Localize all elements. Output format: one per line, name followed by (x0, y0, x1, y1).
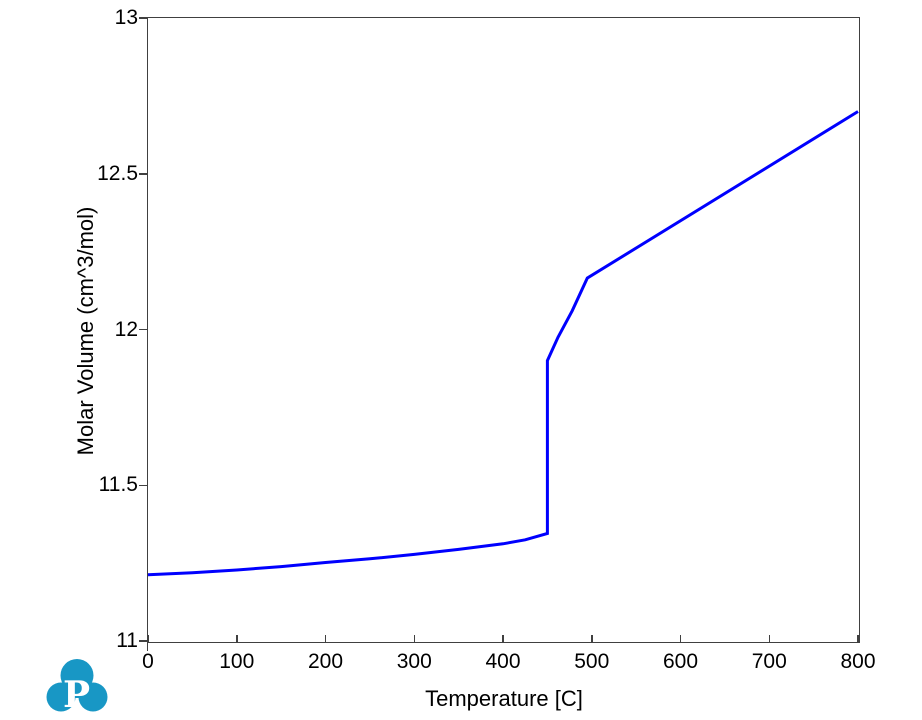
y-axis-tick (139, 640, 148, 642)
x-tick-label: 600 (662, 650, 699, 673)
molar-volume-line (147, 110, 859, 577)
logo-trefoil-icon: P (46, 659, 108, 716)
y-tick-label: 11 (116, 629, 138, 652)
x-axis-tick (679, 635, 682, 642)
y-axis-tick (139, 484, 148, 486)
x-axis-tick (502, 635, 504, 642)
y-axis-title: Molar Volume (cm^3/mol) (73, 206, 98, 456)
plot-area: 0 100 200 300 400 500 600 700 800 13 12.5 12 11.5 11 … (73, 6, 876, 711)
logo-letter: P (63, 674, 90, 715)
logo: P (46, 658, 108, 716)
x-axis-origin-tick (146, 642, 148, 651)
x-axis-tick (591, 635, 593, 642)
x-tick-label: 500 (574, 650, 610, 673)
y-tick-label: 12.5 (97, 161, 138, 185)
x-tick-label: 300 (396, 650, 432, 673)
x-axis-tick (147, 635, 149, 642)
y-tick-label: 11.5 (98, 473, 138, 497)
x-axis-tick (768, 635, 770, 642)
x-axis-tick (324, 635, 327, 642)
x-tick-label: 100 (219, 650, 255, 673)
x-tick-label: 0 (142, 650, 154, 673)
x-axis-tick (857, 635, 859, 642)
x-axis-tick (413, 635, 415, 642)
y-tick-label: 13 (114, 6, 138, 29)
x-tick-label: 700 (751, 650, 787, 673)
x-tick-label: 400 (485, 650, 521, 673)
x-tick-label: 200 (307, 650, 344, 673)
data-line-layer (147, 110, 859, 577)
y-axis-tick (139, 328, 148, 331)
x-axis-tick (236, 635, 238, 642)
x-tick-label: 800 (840, 650, 876, 673)
x-axis-title: Temperature [C] (425, 686, 583, 711)
y-axis-tick (139, 173, 148, 175)
y-tick-label: 12 (114, 317, 138, 341)
y-axis-tick (139, 17, 148, 19)
